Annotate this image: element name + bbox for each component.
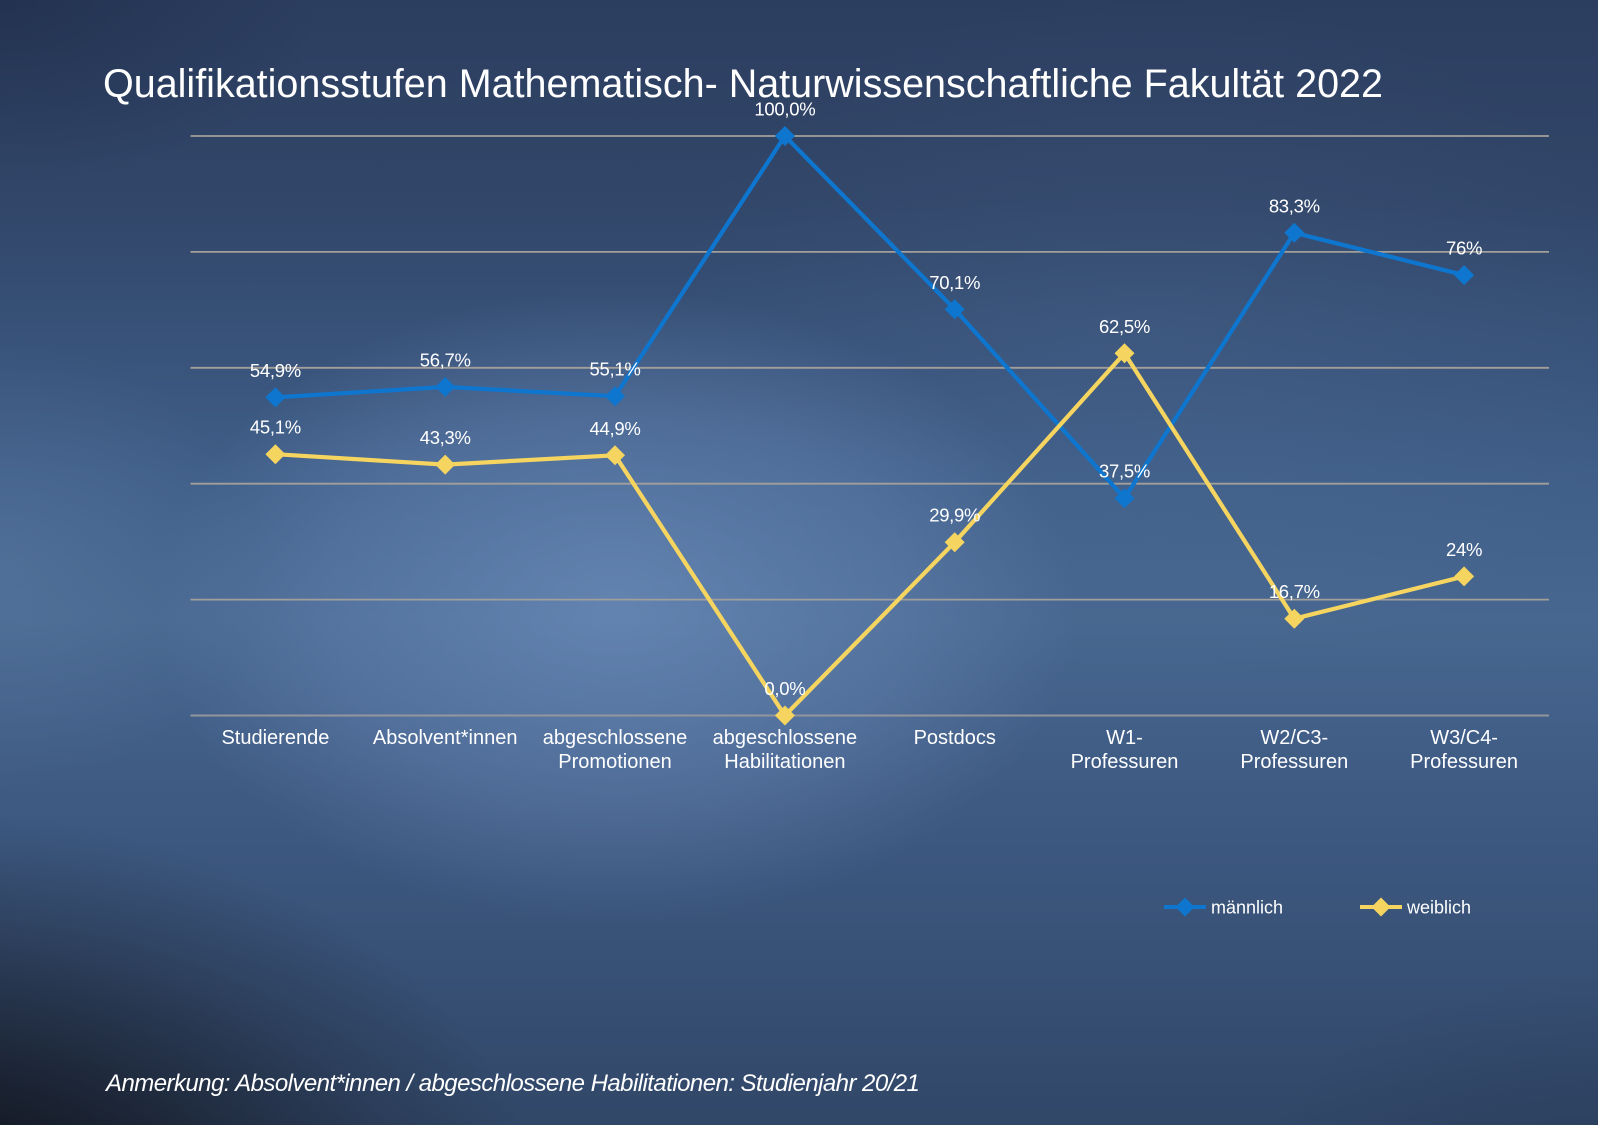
svg-text:76%: 76% xyxy=(1446,238,1482,259)
svg-text:70,1%: 70,1% xyxy=(929,272,980,293)
svg-text:37,5%: 37,5% xyxy=(1099,461,1150,482)
svg-text:Professuren: Professuren xyxy=(1240,751,1348,773)
svg-text:54,9%: 54,9% xyxy=(250,360,301,381)
svg-text:Promotionen: Promotionen xyxy=(558,751,671,773)
svg-text:männlich: männlich xyxy=(1211,898,1283,918)
svg-text:abgeschlossene: abgeschlossene xyxy=(543,727,688,749)
svg-text:24%: 24% xyxy=(1446,539,1482,560)
svg-text:weiblich: weiblich xyxy=(1406,898,1471,918)
svg-text:43,3%: 43,3% xyxy=(420,427,471,448)
svg-text:Postdocs: Postdocs xyxy=(914,727,996,749)
svg-text:0,0%: 0,0% xyxy=(764,678,805,699)
svg-text:W2/C3-: W2/C3- xyxy=(1260,727,1328,749)
svg-text:56,7%: 56,7% xyxy=(420,349,471,370)
svg-text:Qualifikationsstufen Mathemati: Qualifikationsstufen Mathematisch- Natur… xyxy=(103,62,1383,106)
svg-text:83,3%: 83,3% xyxy=(1269,195,1320,216)
svg-text:29,9%: 29,9% xyxy=(929,505,980,526)
svg-text:45,1%: 45,1% xyxy=(250,417,301,438)
svg-text:W1-: W1- xyxy=(1106,727,1143,749)
svg-text:16,7%: 16,7% xyxy=(1269,581,1320,602)
svg-text:Habilitationen: Habilitationen xyxy=(724,751,845,773)
svg-text:Absolvent*innen: Absolvent*innen xyxy=(373,727,518,749)
svg-text:Professuren: Professuren xyxy=(1410,751,1518,773)
svg-text:Professuren: Professuren xyxy=(1071,751,1179,773)
svg-text:Studierende: Studierende xyxy=(221,727,329,749)
svg-text:55,1%: 55,1% xyxy=(590,359,641,380)
svg-text:62,5%: 62,5% xyxy=(1099,316,1150,337)
svg-text:44,9%: 44,9% xyxy=(590,418,641,439)
svg-text:Anmerkung: Absolvent*innen / a: Anmerkung: Absolvent*innen / abgeschloss… xyxy=(104,1070,919,1097)
svg-text:W3/C4-: W3/C4- xyxy=(1430,727,1498,749)
svg-text:100,0%: 100,0% xyxy=(754,99,815,120)
svg-text:abgeschlossene: abgeschlossene xyxy=(713,727,858,749)
